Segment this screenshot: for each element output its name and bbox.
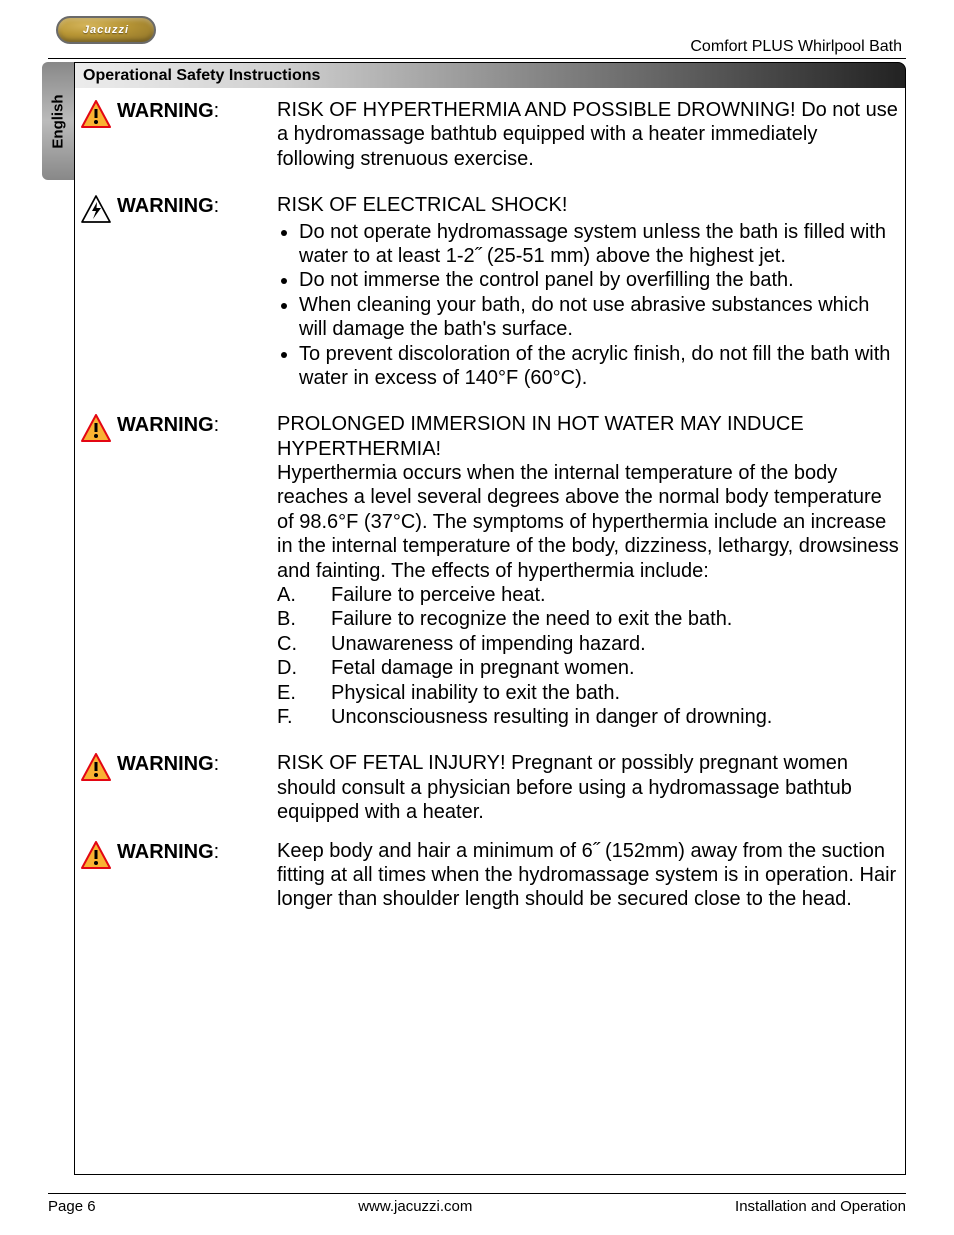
- warning-row: WARNING: PROLONGED IMMERSION IN HOT WATE…: [81, 412, 899, 729]
- product-name: Comfort PLUS Whirlpool Bath: [690, 38, 902, 56]
- page: Jacuzzi Comfort PLUS Whirlpool Bath Engl…: [0, 0, 954, 1235]
- warning-heading: RISK OF ELECTRICAL SHOCK!: [277, 193, 899, 217]
- warning-left: WARNING:: [81, 412, 277, 442]
- warning-body: RISK OF ELECTRICAL SHOCK! Do not operate…: [277, 193, 899, 390]
- warning-text: Keep body and hair a minimum of 6˝ (152m…: [277, 840, 896, 911]
- warning-letter-list: A.Failure to perceive heat. B.Failure to…: [277, 583, 899, 729]
- warning-left: WARNING:: [81, 193, 277, 223]
- hazard-icon: [81, 841, 111, 869]
- warning-body: RISK OF FETAL INJURY! Pregnant or possib…: [277, 751, 899, 824]
- warning-body: PROLONGED IMMERSION IN HOT WATER MAY IND…: [277, 412, 899, 729]
- warning-label: WARNING:: [117, 753, 219, 776]
- warning-label: WARNING:: [117, 195, 219, 218]
- bullet-item: When cleaning your bath, do not use abra…: [299, 293, 899, 342]
- hazard-icon: [81, 100, 111, 128]
- letter-item: B.Failure to recognize the need to exit …: [277, 607, 899, 631]
- letter-item: C.Unawareness of impending hazard.: [277, 632, 899, 656]
- letter-item: E.Physical inability to exit the bath.: [277, 681, 899, 705]
- hazard-icon: [81, 414, 111, 442]
- warning-heading: PROLONGED IMMERSION IN HOT WATER MAY IND…: [277, 412, 899, 461]
- warning-body: Keep body and hair a minimum of 6˝ (152m…: [277, 839, 899, 912]
- electric-hazard-icon: [81, 195, 111, 223]
- content-box: WARNING: RISK OF HYPERTHERMIA AND POSSIB…: [74, 88, 906, 1175]
- warning-label: WARNING:: [117, 841, 219, 864]
- warning-heading: RISK OF HYPERTHERMIA AND POSSIBLE DROWNI…: [277, 99, 796, 121]
- warning-label: WARNING:: [117, 100, 219, 123]
- brand-logo: Jacuzzi: [56, 16, 156, 46]
- letter-item: F.Unconsciousness resulting in danger of…: [277, 705, 899, 729]
- bullet-item: To prevent discoloration of the acrylic …: [299, 342, 899, 391]
- warning-left: WARNING:: [81, 98, 277, 128]
- warning-row: WARNING: RISK OF HYPERTHERMIA AND POSSIB…: [81, 98, 899, 171]
- warning-bullets: Do not operate hydromassage system unles…: [277, 220, 899, 391]
- section-header: Operational Safety Instructions: [74, 62, 906, 88]
- warning-row: WARNING: Keep body and hair a minimum of…: [81, 839, 899, 912]
- warning-row: WARNING: RISK OF FETAL INJURY! Pregnant …: [81, 751, 899, 824]
- footer-url: www.jacuzzi.com: [358, 1198, 472, 1215]
- section-title: Operational Safety Instructions: [83, 67, 320, 85]
- warning-heading: RISK OF FETAL INJURY!: [277, 752, 506, 774]
- warning-body: RISK OF HYPERTHERMIA AND POSSIBLE DROWNI…: [277, 98, 899, 171]
- warning-text: Hyperthermia occurs when the internal te…: [277, 461, 899, 583]
- bullet-item: Do not operate hydromassage system unles…: [299, 220, 899, 269]
- brand-logo-shape: Jacuzzi: [56, 16, 156, 44]
- letter-item: A.Failure to perceive heat.: [277, 583, 899, 607]
- bullet-item: Do not immerse the control panel by over…: [299, 268, 899, 292]
- letter-item: D.Fetal damage in pregnant women.: [277, 656, 899, 680]
- warning-row: WARNING: RISK OF ELECTRICAL SHOCK! Do no…: [81, 193, 899, 390]
- brand-logo-text: Jacuzzi: [83, 24, 129, 36]
- language-label: English: [50, 94, 67, 148]
- warning-left: WARNING:: [81, 751, 277, 781]
- warning-left: WARNING:: [81, 839, 277, 869]
- hazard-icon: [81, 753, 111, 781]
- language-tab: English: [42, 62, 74, 180]
- footer-doc-type: Installation and Operation: [735, 1198, 906, 1215]
- page-footer: Page 6 www.jacuzzi.com Installation and …: [48, 1193, 906, 1215]
- warning-label: WARNING:: [117, 414, 219, 437]
- footer-page: Page 6: [48, 1198, 96, 1215]
- header-divider: [48, 58, 906, 59]
